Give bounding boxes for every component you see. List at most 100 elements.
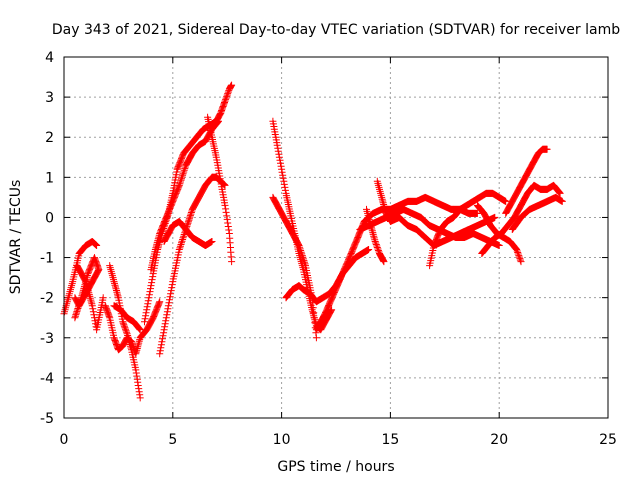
data-point [221, 201, 229, 209]
data-point [176, 178, 184, 186]
data-point [157, 344, 165, 352]
data-point [372, 239, 380, 247]
data-point [158, 338, 166, 346]
data-point [167, 290, 175, 298]
data-point [273, 141, 281, 149]
data-point [221, 97, 229, 105]
data-point [224, 219, 232, 227]
data-point [295, 242, 303, 249]
data-point [280, 180, 288, 188]
y-tick-label: 2 [45, 130, 54, 146]
data-point [156, 298, 164, 306]
data-point [136, 325, 144, 333]
data-point [89, 305, 97, 313]
data-point [166, 296, 173, 304]
data-point [275, 153, 283, 161]
data-point [365, 246, 373, 253]
data-point [163, 311, 171, 319]
data-point [224, 90, 232, 98]
data-point [99, 294, 107, 302]
data-point [558, 197, 566, 205]
data-point [168, 284, 176, 292]
data-point [71, 294, 79, 302]
data-point [514, 250, 522, 258]
data-point [81, 277, 89, 285]
data-point [161, 323, 169, 331]
x-tick-label: 15 [381, 432, 399, 448]
data-point [179, 234, 187, 242]
data-point [142, 309, 150, 317]
data-point [374, 247, 382, 254]
data-point [121, 324, 129, 332]
data-point [222, 94, 230, 102]
x-tick-label: 25 [599, 432, 617, 448]
data-point [502, 197, 510, 205]
y-tick-label: -5 [40, 411, 54, 427]
data-point [225, 226, 233, 234]
y-tick-label: 1 [45, 170, 54, 186]
y-axis-label: SDTVAR / TECUs [8, 180, 24, 295]
data-point [298, 250, 306, 258]
data-point [175, 181, 183, 189]
chart-title: Day 343 of 2021, Sidereal Day-to-day VTE… [52, 22, 620, 38]
data-point [178, 173, 186, 181]
data-point [141, 318, 148, 326]
data-point [178, 237, 186, 245]
data-point [297, 247, 305, 254]
data-point [300, 258, 308, 266]
data-point [122, 327, 130, 335]
data-point [159, 332, 167, 340]
data-point [145, 291, 153, 299]
x-axis-label: GPS time / hours [277, 459, 394, 475]
y-tick-label: -3 [40, 331, 54, 347]
y-tick-label: -2 [40, 291, 54, 307]
data-point [147, 282, 155, 290]
data-point [281, 186, 289, 194]
data-point [228, 258, 236, 266]
x-tick-label: 0 [60, 432, 69, 448]
data-point [380, 258, 388, 266]
y-tick-label: -1 [40, 251, 54, 267]
data-point [279, 174, 287, 182]
data-point [124, 332, 132, 339]
data-point [228, 81, 236, 89]
data-point [180, 166, 188, 174]
data-point [136, 394, 144, 402]
data-point [143, 303, 151, 311]
data-point [495, 242, 503, 249]
plot-frame [63, 56, 609, 419]
axis-ticks: 0 5 10 15 20 25 -5 -4 -3 -2 -1 0 1 2 3 4 [40, 50, 617, 448]
data-point [312, 334, 320, 342]
data-point [513, 246, 521, 253]
data-point [373, 244, 381, 251]
y-tick-label: 3 [45, 90, 54, 106]
data-point [543, 145, 551, 153]
x-tick-label: 5 [168, 432, 177, 448]
data-point [120, 321, 128, 329]
data-point [516, 256, 524, 264]
data-point [175, 246, 183, 253]
data-point [179, 170, 187, 178]
y-tick-label: 4 [45, 50, 54, 66]
data-point [144, 297, 152, 305]
data-point [164, 302, 172, 310]
data-point [274, 147, 282, 155]
data-point [299, 253, 307, 261]
data-point [208, 238, 216, 245]
grid [64, 57, 608, 418]
x-tick-label: 20 [490, 432, 508, 448]
data-point [517, 258, 525, 266]
data-point [162, 317, 170, 325]
y-tick-label: 0 [45, 210, 54, 226]
data-point [473, 209, 481, 217]
data-point [136, 326, 144, 334]
x-tick-label: 10 [273, 432, 291, 448]
data-point [176, 242, 184, 250]
data-point [278, 168, 286, 176]
data-point [91, 317, 99, 325]
data-point [491, 213, 499, 221]
data-point [310, 314, 318, 322]
data-point [215, 117, 222, 125]
y-tick-label: -4 [40, 371, 54, 387]
